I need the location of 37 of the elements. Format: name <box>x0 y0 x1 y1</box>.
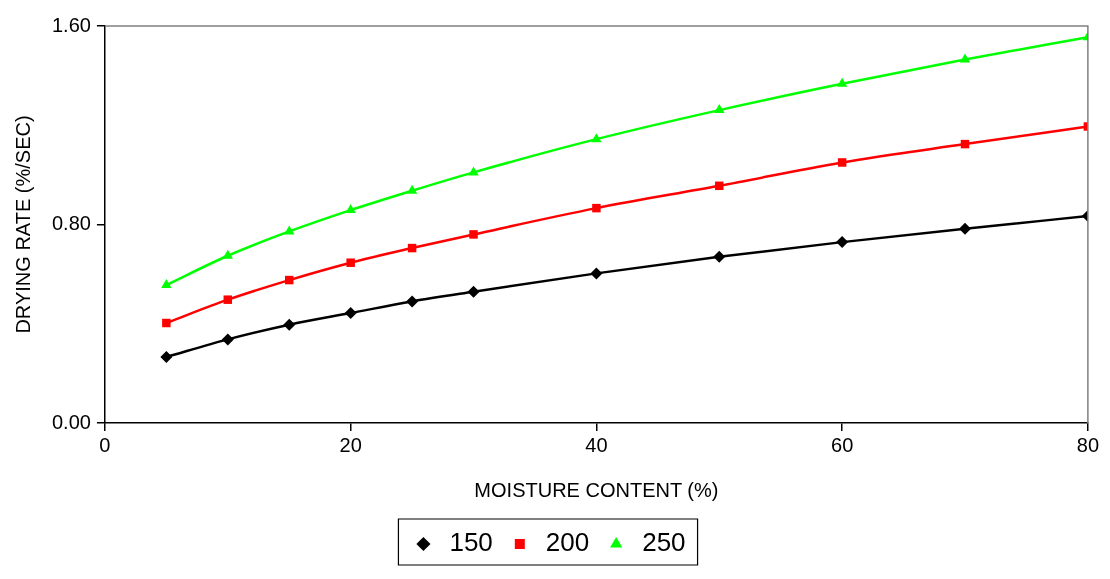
point <box>714 104 725 114</box>
point <box>469 230 478 239</box>
x-tick-label: 40 <box>585 433 608 456</box>
point <box>837 158 847 167</box>
point <box>592 203 601 213</box>
legend-label: 150 <box>449 527 493 558</box>
point <box>283 318 296 331</box>
y-tick-label: 1.60 <box>51 13 91 36</box>
point <box>836 77 848 87</box>
point <box>406 184 418 194</box>
point <box>836 236 849 249</box>
y-tick-label: 0.00 <box>51 410 91 433</box>
point <box>406 295 419 308</box>
x-tick-label: 80 <box>1076 433 1099 456</box>
point <box>344 307 357 320</box>
point <box>223 295 233 304</box>
point <box>161 279 172 289</box>
point <box>346 258 355 267</box>
y-tick-label: 0.80 <box>51 212 91 235</box>
point <box>345 204 356 214</box>
point <box>715 181 724 191</box>
point <box>160 351 173 363</box>
legend-label: 200 <box>545 527 590 558</box>
point <box>959 222 972 235</box>
x-tick-label: 0 <box>99 433 111 456</box>
x-tick-label: 20 <box>339 433 362 456</box>
y-axis-title: DRYING RATE (%/SEC) <box>11 115 34 334</box>
x-tick-label: 60 <box>831 433 854 456</box>
point <box>221 333 234 346</box>
point <box>591 133 602 143</box>
legend-label: 250 <box>642 527 686 558</box>
point <box>162 318 171 328</box>
point <box>713 250 726 263</box>
x-axis-title: MOISTURE CONTENT (%) <box>474 478 719 501</box>
point <box>467 285 480 298</box>
point <box>468 166 479 176</box>
point <box>590 267 603 280</box>
